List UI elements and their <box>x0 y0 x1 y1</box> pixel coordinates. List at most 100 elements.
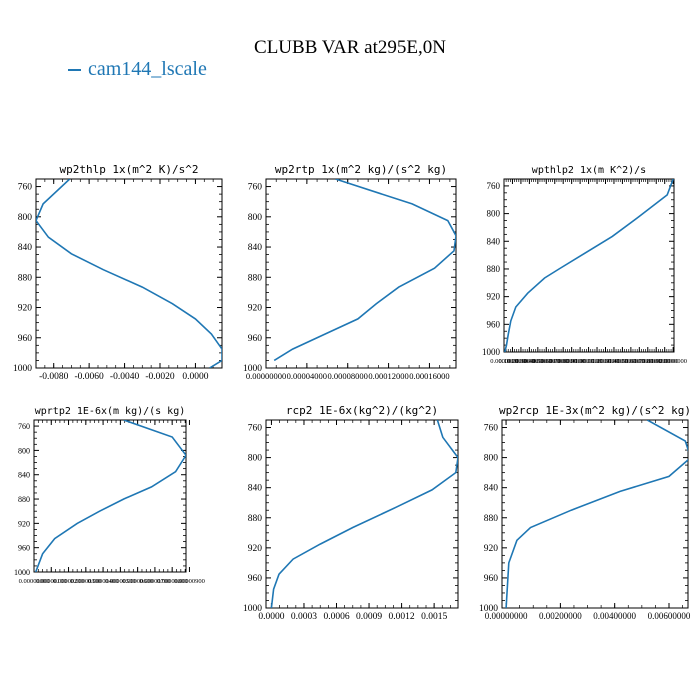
plot-frame <box>503 178 675 353</box>
x-tick-label: 0.00000000 <box>485 611 528 621</box>
x-tick-label: -0.0040 <box>110 372 140 382</box>
y-tick-label: 800 <box>487 209 501 219</box>
x-tick-label: 0.2000000 <box>507 358 535 365</box>
x-tick-label: 1.3000000 <box>600 358 628 365</box>
x-tick-label: 0.00016000 <box>409 371 449 381</box>
x-tick-label: 0.00000000 <box>19 578 50 585</box>
series-line-cam144-lscale <box>273 179 456 362</box>
panel-title: wpthlp2 1x(m K^2)/s <box>532 165 646 176</box>
panel-4: wprtp2 1E-6x(m kg)/(s kg) 760 800 840 880 920… <box>14 406 205 585</box>
x-tick-label: 0.00000300 <box>70 578 101 585</box>
x-tick-label: 1.0000000 <box>575 358 603 365</box>
y-tick-label: 840 <box>484 484 499 494</box>
panel-3: wpthlp2 1x(m K^2)/s 760 800 840 880 920 960 100… <box>482 165 687 365</box>
figure-title: CLUBB VAR at295E,0N <box>254 37 446 58</box>
y-tick-label: 880 <box>18 495 30 504</box>
legend-line-swatch <box>68 69 81 72</box>
x-tick-label: 0.00000600 <box>122 578 153 585</box>
y-tick-label: 960 <box>248 574 263 584</box>
panel-2: wp2rtp 1x(m^2 kg)/(s^2 kg) 760 800 840 880 92… <box>243 163 457 381</box>
y-tick-label: 840 <box>18 471 30 480</box>
y-tick-label: 960 <box>248 334 263 344</box>
legend: cam144_lscale <box>68 58 207 81</box>
x-tick-label: 0.00000100 <box>36 578 67 585</box>
x-tick-label: 0.00000700 <box>139 578 170 585</box>
x-tick-label: 0.0003 <box>291 612 317 622</box>
x-tick-label: 1.5000000 <box>617 358 645 365</box>
y-tick-label: 920 <box>248 544 263 554</box>
x-tick-label: 2.0000000 <box>659 358 687 365</box>
x-tick-label: 0.0000 <box>182 372 208 382</box>
y-tick-label: 760 <box>18 422 30 431</box>
x-tick-label: 0.6000000 <box>541 358 569 365</box>
x-tick-label: 0.00012000 <box>368 371 408 381</box>
x-tick-label: -0.0060 <box>74 372 104 382</box>
panel-6: wp2rcp 1E-3x(m^2 kg)/(s^2 kg)760 800 840 88… <box>479 404 691 621</box>
y-tick-label: 880 <box>484 514 499 524</box>
x-tick-label: 0.0009 <box>356 612 382 622</box>
x-tick-label: 0.0015 <box>421 612 447 622</box>
x-tick-label: 1.6000000 <box>626 358 654 365</box>
y-tick-label: 1000 <box>243 364 262 374</box>
y-tick-label: 760 <box>248 424 263 434</box>
x-tick-label: 0.0012 <box>389 612 415 622</box>
x-tick-label: 0.9000000 <box>566 358 594 365</box>
y-tick-label: 920 <box>18 519 30 528</box>
series-line-cam144-lscale <box>270 420 458 608</box>
y-tick-label: 960 <box>487 319 501 329</box>
y-tick-label: 840 <box>18 243 33 253</box>
x-tick-label: 0.00000800 <box>157 578 188 585</box>
y-tick-label: 840 <box>248 484 263 494</box>
x-tick-label: 0.0006 <box>323 612 349 622</box>
x-tick-label: 0.0000 <box>258 612 284 622</box>
y-tick-label: 760 <box>248 183 263 193</box>
y-tick-label: 760 <box>18 183 33 193</box>
x-tick-label: 0.1000000 <box>499 358 527 365</box>
y-tick-label: 1000 <box>13 364 32 374</box>
y-tick-label: 880 <box>248 273 263 283</box>
y-tick-label: 800 <box>248 213 263 223</box>
panel-title: wp2rcp 1E-3x(m^2 kg)/(s^2 kg) <box>499 404 691 417</box>
series-line-cam144-lscale <box>504 179 674 352</box>
panel-title: wp2thlp 1x(m^2 K)/s^2 <box>59 163 198 176</box>
y-tick-label: 760 <box>487 181 501 191</box>
y-tick-label: 800 <box>248 454 263 464</box>
x-tick-label: 1.2000000 <box>592 358 620 365</box>
x-tick-label: 0.00200000 <box>539 611 582 621</box>
series-line-cam144-lscale <box>505 420 688 608</box>
x-tick-label: 1.1000000 <box>583 358 611 365</box>
x-tick-label: -0.0020 <box>145 372 175 382</box>
x-tick-label: 0.8000000 <box>558 358 586 365</box>
legend-label: cam144_lscale <box>88 58 207 80</box>
y-tick-label: 1000 <box>482 347 501 357</box>
y-tick-label: 960 <box>484 574 499 584</box>
plot-frame <box>35 178 223 369</box>
x-tick-label: 1.4000000 <box>609 358 637 365</box>
x-tick-label: 0.7000000 <box>549 358 577 365</box>
plot-frame <box>501 419 689 609</box>
x-tick-label: 1.9000000 <box>651 358 679 365</box>
y-tick-label: 880 <box>18 273 33 283</box>
plot-frame <box>265 419 459 609</box>
x-tick-label: 0.4000000 <box>524 358 552 365</box>
y-tick-label: 920 <box>487 292 501 302</box>
x-tick-label: 0.00000400 <box>88 578 119 585</box>
y-tick-label: 1000 <box>243 604 262 614</box>
x-tick-label: 0.00000500 <box>105 578 136 585</box>
y-tick-label: 760 <box>484 424 499 434</box>
y-tick-label: 1000 <box>14 568 30 577</box>
panel-title: rcp2 1E-6x(kg^2)/(kg^2) <box>286 404 438 417</box>
y-tick-label: 880 <box>487 264 501 274</box>
x-tick-label: 0.00400000 <box>593 611 636 621</box>
x-tick-label: -0.0080 <box>39 372 69 382</box>
series-line-cam144-lscale <box>36 179 222 368</box>
x-tick-label: 1.8000000 <box>642 358 670 365</box>
y-tick-label: 800 <box>18 446 30 455</box>
y-tick-label: 920 <box>248 304 263 314</box>
plot-frame <box>265 178 457 369</box>
x-tick-label: 0.0000000 <box>490 358 518 365</box>
x-tick-label: 0.00000200 <box>53 578 84 585</box>
y-tick-label: 1000 <box>479 604 498 614</box>
